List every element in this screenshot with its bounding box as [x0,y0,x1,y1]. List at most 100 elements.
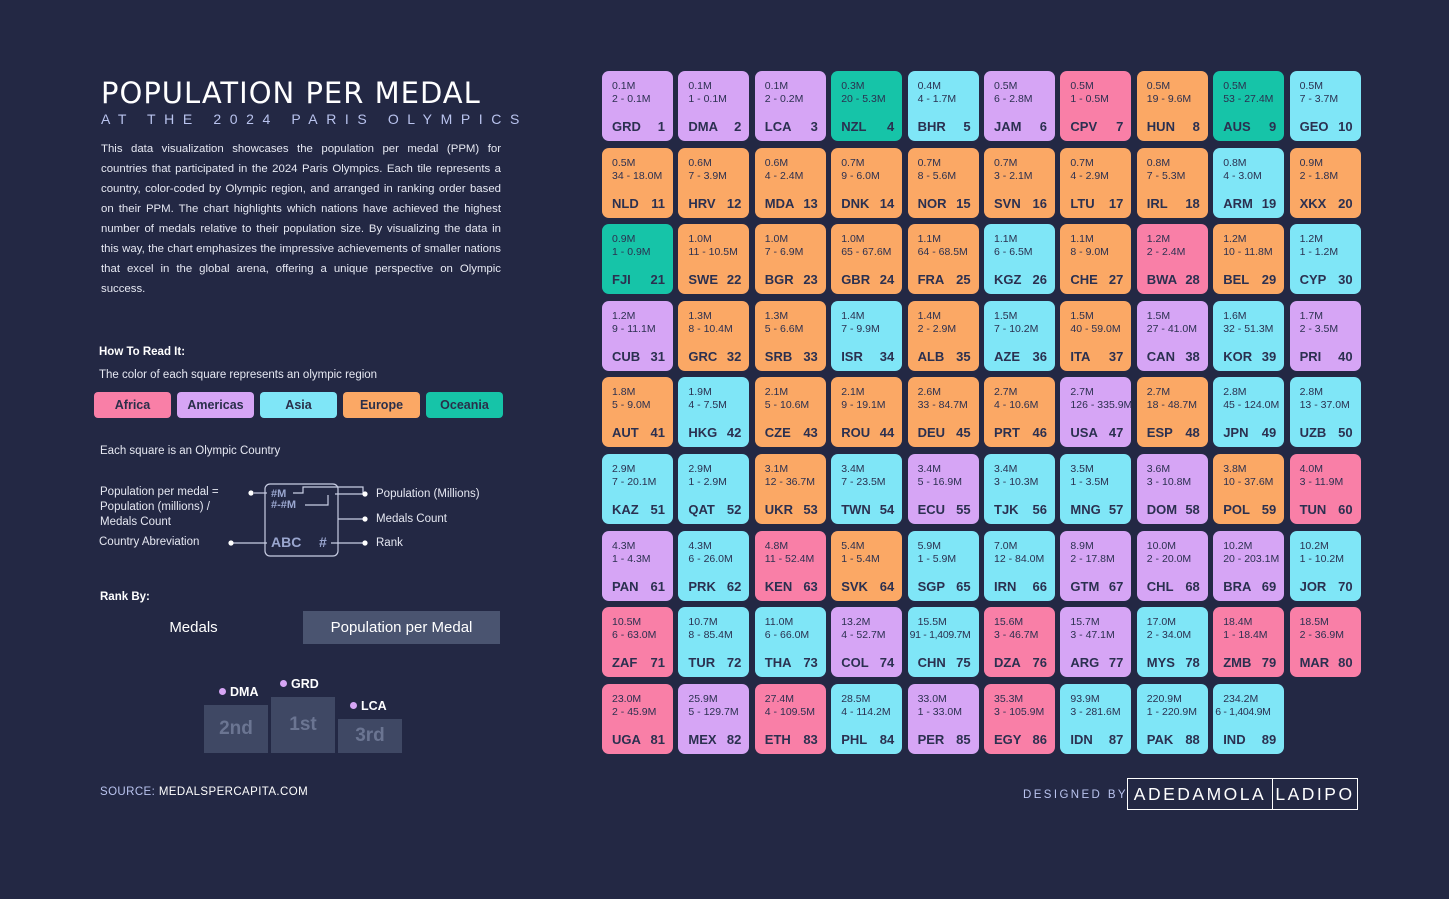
country-tile[interactable]: 234.2M 6 - 1,404.9M IND 89 [1213,683,1285,754]
country-tile[interactable]: 1.2M 1 - 1.2M CYP 30 [1289,224,1361,295]
country-tile[interactable]: 2.7M 18 - 48.7M ESP 48 [1136,377,1208,448]
country-tile[interactable]: 0.5M 53 - 27.4M AUS 9 [1213,71,1285,141]
country-tile[interactable]: 10.7M 8 - 85.4M TUR 72 [678,607,750,678]
country-tile[interactable]: 35.3M 3 - 105.9M EGY 86 [984,683,1055,754]
country-tile[interactable]: 0.5M 1 - 0.5M CPV 7 [1060,71,1132,141]
country-tile[interactable]: 8.9M 2 - 17.8M GTM 67 [1060,530,1132,601]
country-tile[interactable]: 3.8M 10 - 37.6M POL 59 [1213,454,1285,524]
tile-medals-population: 7 - 3.9M [688,169,727,182]
country-tile[interactable]: 4.3M 1 - 4.3M PAN 61 [602,530,673,601]
country-tile[interactable]: 4.0M 3 - 11.9M TUN 60 [1289,454,1361,524]
country-tile[interactable]: 3.4M 5 - 16.9M ECU 55 [907,454,979,524]
country-tile[interactable]: 23.0M 2 - 45.9M UGA 81 [602,683,673,754]
country-tile[interactable]: 1.2M 10 - 11.8M BEL 29 [1213,224,1285,295]
country-tile[interactable]: 0.8M 7 - 5.3M IRL 18 [1136,147,1208,218]
rank-by-ppm-button[interactable]: Population per Medal [303,611,500,644]
country-tile[interactable]: 0.7M 4 - 2.9M LTU 17 [1060,147,1132,218]
country-tile[interactable]: 10.5M 6 - 63.0M ZAF 71 [602,607,673,678]
tile-rank: 39 [1261,348,1277,364]
country-tile[interactable]: 18.4M 1 - 18.4M ZMB 79 [1213,607,1285,678]
tile-country-abbr: ECU [917,502,946,517]
country-tile[interactable]: 27.4M 4 - 109.5M ETH 83 [754,683,826,754]
country-tile[interactable]: 0.1M 2 - 0.1M GRD 1 [602,71,673,141]
tile-rank: 87 [1108,731,1124,747]
country-tile[interactable]: 2.8M 45 - 124.0M JPN 49 [1213,377,1285,448]
tile-medals-population: 91 - 1,409.7M [909,629,971,642]
country-tile[interactable]: 1.6M 32 - 51.3M KOR 39 [1213,300,1285,371]
country-tile[interactable]: 1.2M 9 - 11.1M CUB 31 [602,300,673,371]
country-tile[interactable]: 1.4M 2 - 2.9M ALB 35 [907,300,979,371]
country-tile[interactable]: 1.5M 40 - 59.0M ITA 37 [1060,300,1132,371]
country-tile[interactable]: 2.1M 5 - 10.6M CZE 43 [754,377,826,448]
country-tile[interactable]: 18.5M 2 - 36.9M MAR 80 [1289,607,1361,678]
country-tile[interactable]: 0.3M 20 - 5.3M NZL 4 [831,71,903,141]
country-tile[interactable]: 0.5M 7 - 3.7M GEO 10 [1289,71,1361,141]
country-tile[interactable]: 3.4M 3 - 10.3M TJK 56 [984,454,1055,524]
country-tile[interactable]: 1.1M 8 - 9.0M CHE 27 [1060,224,1132,295]
tile-medals-population: 3 - 46.7M [994,629,1039,642]
country-tile[interactable]: 2.8M 13 - 37.0M UZB 50 [1289,377,1361,448]
country-tile[interactable]: 1.0M 11 - 10.5M SWE 22 [678,224,750,295]
country-tile[interactable]: 2.9M 7 - 20.1M KAZ 51 [602,454,673,524]
country-tile[interactable]: 2.7M 126 - 335.9M USA 47 [1060,377,1132,448]
country-tile[interactable]: 1.8M 5 - 9.0M AUT 41 [602,377,673,448]
country-tile[interactable]: 15.6M 3 - 46.7M DZA 76 [984,607,1055,678]
country-tile[interactable]: 5.9M 1 - 5.9M SGP 65 [907,530,979,601]
country-tile[interactable]: 93.9M 3 - 281.6M IDN 87 [1060,683,1132,754]
country-tile[interactable]: 1.2M 2 - 2.4M BWA 28 [1136,224,1208,295]
country-tile[interactable]: 0.9M 2 - 1.8M XKX 20 [1289,147,1361,218]
country-tile[interactable]: 1.3M 5 - 6.6M SRB 33 [754,300,826,371]
rank-by-medals-button[interactable]: Medals [169,619,218,636]
country-tile[interactable]: 1.9M 4 - 7.5M HKG 42 [678,377,750,448]
country-tile[interactable]: 0.1M 1 - 0.1M DMA 2 [678,71,750,141]
country-tile[interactable]: 0.4M 4 - 1.7M BHR 5 [907,71,979,141]
country-tile[interactable]: 2.1M 9 - 19.1M ROU 44 [831,377,903,448]
country-tile[interactable]: 1.4M 7 - 9.9M ISR 34 [831,300,903,371]
country-tile[interactable]: 1.0M 7 - 6.9M BGR 23 [754,224,826,295]
country-tile[interactable]: 3.4M 7 - 23.5M TWN 54 [831,454,903,524]
country-tile[interactable]: 0.5M 6 - 2.8M JAM 6 [984,71,1055,141]
country-tile[interactable]: 3.6M 3 - 10.8M DOM 58 [1136,454,1208,524]
country-tile[interactable]: 5.4M 1 - 5.4M SVK 64 [831,530,903,601]
country-tile[interactable]: 2.6M 33 - 84.7M DEU 45 [907,377,979,448]
country-tile[interactable]: 0.7M 9 - 6.0M DNK 14 [831,147,903,218]
country-tile[interactable]: 1.5M 27 - 41.0M CAN 38 [1136,300,1208,371]
country-tile[interactable]: 13.2M 4 - 52.7M COL 74 [831,607,903,678]
country-tile[interactable]: 3.1M 12 - 36.7M UKR 53 [754,454,826,524]
country-tile[interactable]: 0.1M 2 - 0.2M LCA 3 [754,71,826,141]
country-tile[interactable]: 0.7M 3 - 2.1M SVN 16 [984,147,1055,218]
country-tile[interactable]: 0.8M 4 - 3.0M ARM 19 [1213,147,1285,218]
country-tile[interactable]: 10.2M 20 - 203.1M BRA 69 [1213,530,1285,601]
country-tile[interactable]: 2.9M 1 - 2.9M QAT 52 [678,454,750,524]
country-tile[interactable]: 0.6M 7 - 3.9M HRV 12 [678,147,750,218]
country-tile[interactable]: 17.0M 2 - 34.0M MYS 78 [1136,607,1208,678]
country-tile[interactable]: 28.5M 4 - 114.2M PHL 84 [831,683,903,754]
country-tile[interactable]: 1.1M 6 - 6.5M KGZ 26 [984,224,1055,295]
country-tile[interactable]: 0.9M 1 - 0.9M FJI 21 [602,224,673,295]
country-tile[interactable]: 1.7M 2 - 3.5M PRI 40 [1289,300,1361,371]
country-tile[interactable]: 15.7M 3 - 47.1M ARG 77 [1060,607,1132,678]
country-tile[interactable]: 10.0M 2 - 20.0M CHL 68 [1136,530,1208,601]
country-tile[interactable]: 0.5M 19 - 9.6M HUN 8 [1136,71,1208,141]
country-tile[interactable]: 7.0M 12 - 84.0M IRN 66 [984,530,1055,601]
country-tile[interactable]: 11.0M 6 - 66.0M THA 73 [754,607,826,678]
country-tile[interactable]: 1.0M 65 - 67.6M GBR 24 [831,224,903,295]
country-tile[interactable]: 15.5M 91 - 1,409.7M CHN 75 [907,607,979,678]
country-tile[interactable]: 1.3M 8 - 10.4M GRC 32 [678,300,750,371]
country-tile[interactable]: 4.3M 6 - 26.0M PRK 62 [678,530,750,601]
country-tile[interactable]: 220.9M 1 - 220.9M PAK 88 [1136,683,1208,754]
country-tile[interactable]: 0.6M 4 - 2.4M MDA 13 [754,147,826,218]
tile-rank: 3 [810,119,818,134]
country-tile[interactable]: 25.9M 5 - 129.7M MEX 82 [678,683,750,754]
podium-dot-icon [219,688,226,695]
source-link[interactable]: MEDALSPERCAPITA.COM [158,786,309,798]
country-tile[interactable]: 33.0M 1 - 33.0M PER 85 [907,683,979,754]
country-tile[interactable]: 10.2M 1 - 10.2M JOR 70 [1289,530,1361,601]
country-tile[interactable]: 1.5M 7 - 10.2M AZE 36 [984,300,1055,371]
country-tile[interactable]: 0.5M 34 - 18.0M NLD 11 [602,147,673,218]
country-tile[interactable]: 1.1M 64 - 68.5M FRA 25 [907,224,979,295]
country-tile[interactable]: 4.8M 11 - 52.4M KEN 63 [754,530,826,601]
country-tile[interactable]: 2.7M 4 - 10.6M PRT 46 [984,377,1055,448]
country-tile[interactable]: 0.7M 8 - 5.6M NOR 15 [907,147,979,218]
country-tile[interactable]: 3.5M 1 - 3.5M MNG 57 [1060,454,1132,524]
